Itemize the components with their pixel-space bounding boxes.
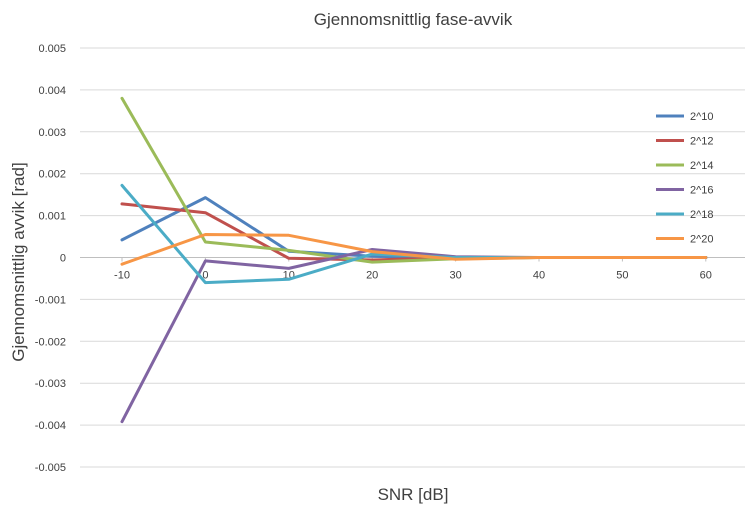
series-line bbox=[120, 202, 708, 262]
series-lines bbox=[120, 96, 708, 424]
legend-label: 2^20 bbox=[690, 234, 714, 246]
x-tick-label: 60 bbox=[700, 270, 712, 282]
legend: 2^10 2^12 2^14 2^16 2^18 2^20 bbox=[656, 111, 714, 246]
x-tick-label: -10 bbox=[114, 270, 130, 282]
y-tick-label: -0.002 bbox=[35, 336, 66, 348]
y-tick-label: -0.001 bbox=[35, 294, 66, 306]
x-axis-title: SNR [dB] bbox=[378, 485, 449, 504]
series-line bbox=[120, 233, 708, 266]
legend-label: 2^10 bbox=[690, 111, 714, 123]
legend-label: 2^16 bbox=[690, 185, 714, 197]
y-tick-label: -0.003 bbox=[35, 378, 66, 390]
y-tick-label: -0.005 bbox=[35, 462, 66, 474]
series-line bbox=[120, 96, 708, 264]
y-tick-label: 0.002 bbox=[38, 169, 66, 181]
y-tick-label: 0.004 bbox=[38, 85, 66, 97]
chart-title: Gjennomsnittlig fase-avvik bbox=[314, 10, 513, 29]
legend-label: 2^18 bbox=[690, 209, 714, 221]
y-tick-label: 0.003 bbox=[38, 127, 66, 139]
x-tick-label: 30 bbox=[449, 270, 461, 282]
y-axis-title: Gjennomsnittlig avvik [rad] bbox=[9, 162, 28, 361]
y-tick-label: -0.004 bbox=[35, 420, 66, 432]
x-tick-label: 40 bbox=[533, 270, 545, 282]
y-tick-label: 0.001 bbox=[38, 211, 66, 223]
series-line bbox=[120, 196, 708, 260]
y-tick-label: 0 bbox=[60, 253, 66, 265]
x-tick-label: 20 bbox=[366, 270, 378, 282]
legend-label: 2^14 bbox=[690, 160, 714, 172]
x-tick-label: 0 bbox=[202, 270, 208, 282]
y-axis-ticks: 0.005 0.004 0.003 0.002 0.001 0 -0.001 -0.002 -0… bbox=[35, 43, 66, 474]
x-tick-label: 50 bbox=[616, 270, 628, 282]
y-tick-label: 0.005 bbox=[38, 43, 66, 55]
legend-label: 2^12 bbox=[690, 136, 714, 148]
